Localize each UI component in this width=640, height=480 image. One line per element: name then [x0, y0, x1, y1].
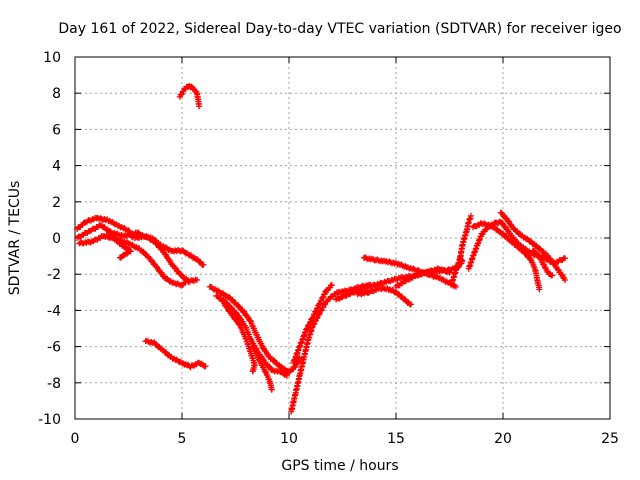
data-point-marker: [249, 368, 256, 375]
data-point-marker: [268, 386, 275, 393]
series-arc-16: [354, 284, 414, 308]
chart-title: Day 161 of 2022, Sidereal Day-to-day VTE…: [58, 21, 621, 37]
series-arc-6: [176, 83, 203, 110]
data-point-marker: [116, 254, 123, 261]
y-tick-label: 8: [52, 86, 61, 102]
data-point-marker: [328, 282, 335, 289]
data-point-marker: [102, 217, 109, 224]
data-point-marker: [467, 212, 474, 219]
series-arc-17: [393, 254, 466, 290]
x-tick-label: 10: [280, 431, 298, 447]
y-tick-label: 10: [43, 50, 61, 66]
series-arc-18: [448, 212, 474, 287]
data-point-marker: [358, 291, 365, 298]
data-point-marker: [562, 255, 569, 262]
series-arc-11: [249, 343, 275, 393]
data-series-layer: [74, 83, 569, 415]
data-point-marker: [283, 372, 290, 379]
data-point-marker: [202, 363, 209, 370]
data-point-marker: [200, 261, 207, 268]
data-point-marker: [407, 301, 414, 308]
data-point-marker: [536, 286, 543, 293]
data-point-marker: [452, 283, 459, 290]
series-arc-21: [470, 220, 543, 293]
y-tick-label: -4: [47, 303, 61, 319]
y-tick-label: 0: [52, 231, 61, 247]
data-point-marker: [296, 354, 303, 361]
data-point-marker: [196, 103, 203, 110]
data-point-marker: [193, 276, 200, 283]
y-tick-label: 4: [52, 159, 61, 175]
series-arc-20: [497, 209, 569, 283]
y-tick-label: -6: [47, 340, 61, 356]
y-tick-label: -2: [47, 267, 61, 283]
x-tick-label: 20: [494, 431, 512, 447]
series-arc-22: [529, 247, 556, 279]
series-arc-7: [142, 337, 209, 371]
y-tick-label: -8: [47, 376, 61, 392]
x-tick-label: 25: [601, 431, 619, 447]
data-point-marker: [562, 276, 569, 283]
data-point-marker: [549, 272, 556, 279]
y-tick-label: -10: [38, 412, 61, 428]
y-axis-label: SDTVAR / TECUs: [7, 181, 23, 296]
data-point-marker: [424, 269, 431, 276]
x-tick-label: 0: [71, 431, 80, 447]
series-arc-5: [131, 232, 200, 286]
series-arc-10: [219, 298, 258, 375]
x-tick-label: 5: [178, 431, 187, 447]
x-axis-label: GPS time / hours: [281, 458, 398, 474]
data-point-marker: [135, 235, 142, 242]
axis-ticks: 0 5 10 15 20 25 -10 -8 -6 -4 -2 0 2 4 6 8 10: [38, 50, 619, 447]
x-tick-label: 15: [387, 431, 405, 447]
data-point-marker: [402, 263, 409, 270]
y-tick-label: 2: [52, 195, 61, 211]
y-tick-label: 6: [52, 122, 61, 138]
series-arc-4: [104, 231, 192, 289]
series-arc-13: [290, 282, 335, 366]
series-arc-8: [206, 283, 303, 376]
data-point-marker: [430, 268, 437, 275]
data-point-marker: [380, 257, 387, 264]
